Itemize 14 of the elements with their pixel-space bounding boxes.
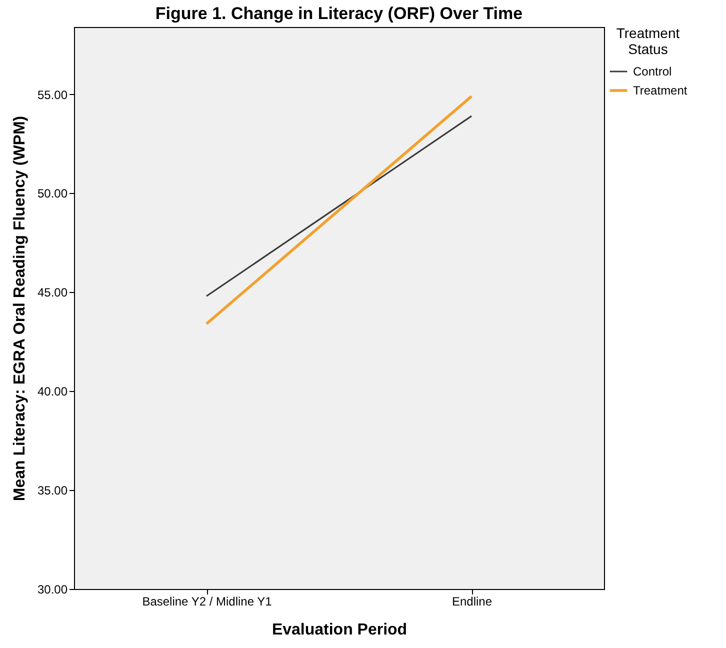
y-axis-title: Mean Literacy: EGRA Oral Reading Fluency (WPM) [11,116,28,502]
y-tick-label: 35.00 [37,484,68,498]
x-tick-label: Baseline Y2 / Midline Y1 [142,594,272,608]
legend-label: Control [633,64,672,78]
legend-label: Treatment [633,84,688,98]
y-tick-label: 55.00 [37,88,68,102]
y-tick-label: 50.00 [37,186,68,201]
y-tick-label: 40.00 [37,384,68,399]
y-tick-label: 30.00 [37,582,68,596]
chart-title: Figure 1. Change in Literacy (ORF) Over Time [155,4,523,23]
x-axis-title: Evaluation Period [272,622,408,638]
y-tick-label: 45.00 [37,286,68,300]
x-tick-label: Endline [452,594,492,608]
legend-title: Treatment Status [616,25,680,57]
